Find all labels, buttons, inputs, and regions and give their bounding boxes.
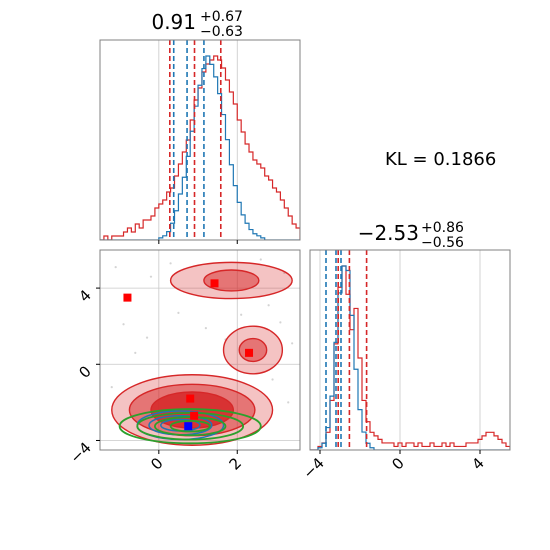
marginal-1-frame	[99, 39, 301, 241]
marginal-1-lower-error: −0.63	[200, 24, 243, 40]
marginal-2-x-tick-label-2: 4	[468, 454, 487, 473]
joint-x-tick-label-0: 0	[147, 454, 166, 473]
marginal-2-x-tick-label-0: −4	[299, 454, 327, 482]
marginal-1-histogram-posterior	[100, 55, 300, 240]
joint-green-contour-0	[118, 408, 262, 445]
joint-y-tick-label-1: 0	[75, 362, 94, 381]
joint-y-tick-label-2: 4	[75, 286, 94, 305]
marginal-1-panel	[99, 39, 301, 244]
joint-blue-marker-5	[184, 422, 193, 431]
joint-frame	[99, 249, 301, 451]
marginal-1-title: 0.91 +0.67 −0.63	[151, 9, 242, 40]
joint-red-marker-3	[186, 394, 195, 403]
marginal-1-median: 0.91	[151, 10, 196, 34]
joint-sample-point-14	[114, 266, 117, 269]
joint-red-marker-2	[245, 348, 254, 357]
joint-sample-point-3	[279, 321, 282, 324]
joint-plot-area	[100, 250, 300, 450]
marginal-2-histogram-reference	[310, 265, 510, 450]
joint-sample-point-12	[240, 313, 243, 316]
joint-x-tick-label-1: 2	[226, 454, 245, 473]
marginal-2-frame	[309, 249, 511, 451]
joint-sample-point-8	[291, 342, 294, 345]
tick-labels: 0 2 −4 0 4 −4 0 4	[66, 286, 487, 482]
joint-green-contour-3	[169, 419, 211, 433]
joint-sample-point-11	[177, 311, 180, 314]
joint-sample-point-9	[110, 386, 113, 389]
joint-sample-point-0	[122, 323, 125, 326]
joint-sample-point-17	[149, 275, 153, 278]
marginal-1-plot-area	[100, 40, 300, 240]
marginal-2-panel	[309, 249, 511, 451]
joint-red-marker-4	[190, 411, 199, 420]
marginal-2-title: −2.53 +0.86 −0.56	[358, 220, 464, 251]
joint-sample-point-5	[134, 351, 137, 354]
marginal-2-upper-error: +0.86	[421, 220, 464, 236]
joint-sample-point-6	[169, 262, 172, 265]
marginal-1-upper-error: +0.67	[200, 9, 243, 25]
marginal-2-plot-area	[310, 250, 510, 450]
joint-red-marker-0	[123, 293, 132, 302]
marginal-2-median: −2.53	[358, 221, 419, 245]
joint-sample-point-13	[287, 401, 290, 404]
marginal-2-x-tick-label-1: 0	[388, 454, 407, 473]
joint-sample-point-7	[259, 258, 262, 261]
joint-sample-point-10	[204, 326, 207, 330]
joint-y-tick-label-0: −4	[66, 439, 94, 467]
kl-divergence-label: KL = 0.1866	[385, 149, 496, 170]
joint-sample-point-1	[145, 336, 149, 339]
joint-red-marker-1	[210, 279, 219, 288]
marginal-2-lower-error: −0.56	[421, 235, 464, 251]
joint-panel	[99, 249, 301, 451]
joint-sample-point-16	[267, 304, 270, 307]
marginal-1-histogram-reference	[100, 55, 300, 240]
joint-sample-point-4	[271, 378, 274, 381]
